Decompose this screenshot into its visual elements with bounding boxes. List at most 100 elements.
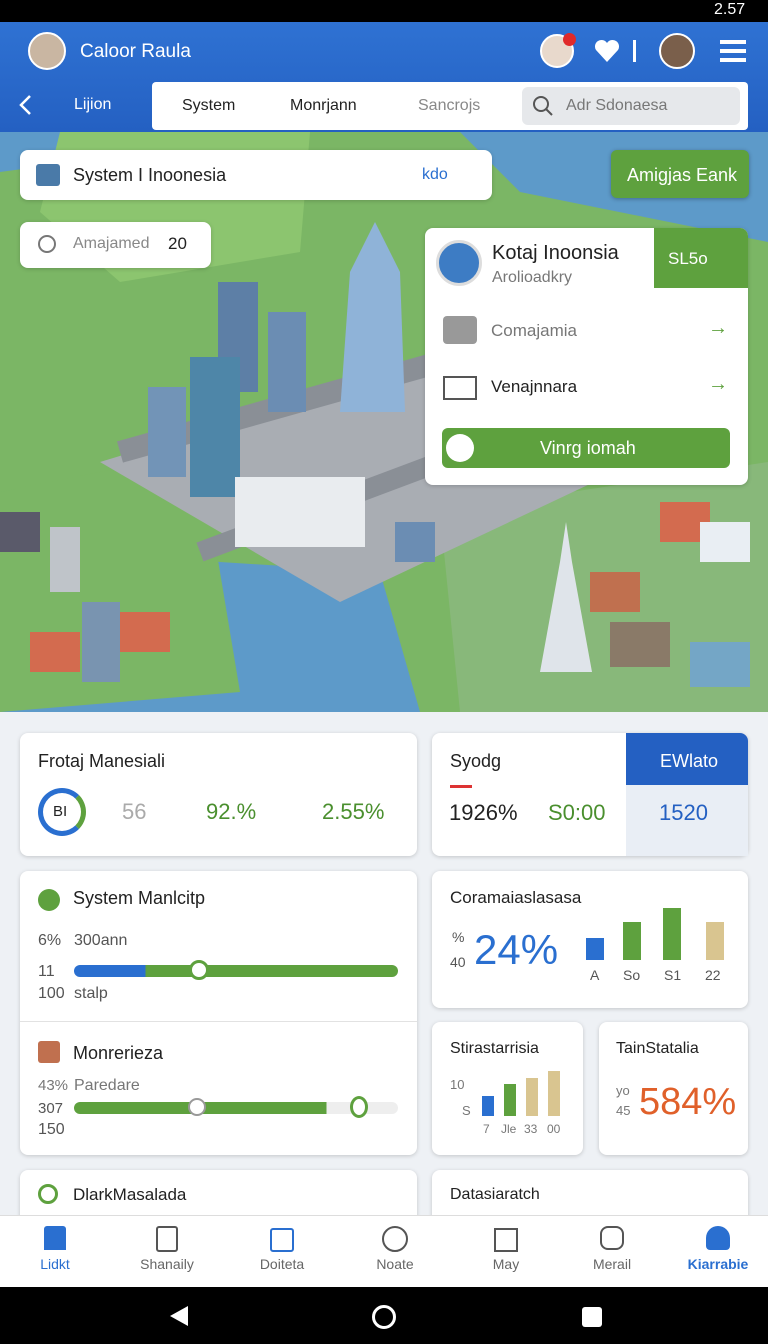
label: Paredare: [74, 1077, 140, 1094]
action-icon: [446, 434, 474, 462]
info-action-label[interactable]: Vinrg iomah: [540, 438, 636, 458]
mini-bar: [663, 908, 681, 960]
mail-icon: [443, 316, 477, 344]
nav-icon[interactable]: [270, 1228, 294, 1252]
label: 45: [616, 1103, 631, 1118]
bar-label: A: [590, 967, 600, 983]
mini-bar: [482, 1096, 494, 1116]
back-label[interactable]: Lijion: [74, 96, 112, 113]
tab[interactable]: System: [182, 97, 236, 114]
label: 300ann: [74, 932, 128, 949]
label: 150: [38, 1121, 65, 1138]
stat-value: 56: [122, 799, 147, 824]
card-title: DlarkMasalada: [73, 1185, 187, 1204]
label: 307: [38, 1100, 64, 1117]
nav-label[interactable]: Noate: [376, 1256, 414, 1272]
tab-label[interactable]: EWlato: [660, 751, 719, 771]
card-title: Coramaiaslasasa: [450, 888, 582, 907]
stat-value: 1926%: [449, 800, 518, 825]
nav-icon[interactable]: [44, 1226, 66, 1250]
label: 10: [450, 1077, 465, 1092]
summary-tab[interactable]: [626, 733, 748, 785]
nav-label[interactable]: Kiarrabie: [687, 1256, 749, 1272]
slider-track: [74, 965, 398, 977]
top-button-label[interactable]: Amigjas Eank: [627, 165, 738, 185]
map-search-card[interactable]: [20, 150, 492, 200]
divider: [20, 1021, 417, 1022]
summary-tab-body: [626, 785, 748, 856]
map-search-title: System I Inoonesia: [73, 165, 227, 185]
bar-label: Jle: [501, 1122, 517, 1136]
nav-label[interactable]: Shanaily: [140, 1256, 194, 1272]
chat-icon: [38, 889, 60, 911]
label: S: [462, 1103, 471, 1118]
label: stalp: [74, 985, 108, 1002]
recents-button[interactable]: [582, 1307, 602, 1327]
card-title: TainStatalia: [616, 1040, 699, 1057]
nav-label[interactable]: Merail: [592, 1256, 632, 1272]
nav-icon[interactable]: [494, 1228, 518, 1252]
user-name: Caloor Raula: [80, 41, 191, 62]
info-button[interactable]: [654, 228, 748, 288]
big-value: 24%: [474, 926, 559, 973]
back-arrow[interactable]: [18, 94, 34, 116]
info-item[interactable]: Comajamia: [491, 321, 577, 340]
menu-icon[interactable]: [720, 40, 746, 62]
label: yo: [616, 1083, 630, 1098]
bar-label: So: [623, 967, 641, 983]
mini-bar: [706, 922, 724, 960]
slider-track: [74, 1102, 398, 1114]
label: 40: [450, 954, 466, 970]
mini-bar: [504, 1084, 516, 1116]
chart-icon: [443, 376, 477, 400]
nav-label[interactable]: Lidkt: [40, 1256, 70, 1272]
card-title: System Manlcitp: [73, 888, 206, 908]
back-button[interactable]: [168, 1304, 190, 1328]
nav-icon[interactable]: [156, 1226, 178, 1252]
badge: [563, 33, 576, 46]
search-icon: [533, 96, 553, 116]
mini-bar: [586, 938, 604, 960]
nav-label[interactable]: May: [492, 1256, 520, 1272]
arrow[interactable]: →: [708, 317, 728, 339]
avatar[interactable]: [28, 32, 66, 70]
info-item[interactable]: Venajnnara: [491, 377, 578, 396]
nav-label[interactable]: Doiteta: [259, 1256, 305, 1272]
home-button[interactable]: [372, 1305, 396, 1329]
label: 43%: [38, 1077, 69, 1094]
profile-icon[interactable]: [659, 33, 695, 69]
overview-card: [20, 733, 417, 856]
chat-icon: [38, 235, 56, 253]
bar-label: 33: [524, 1122, 538, 1136]
bar-label: 00: [547, 1122, 561, 1136]
nav-icon[interactable]: [382, 1226, 408, 1252]
stat-value: 92.%: [206, 799, 257, 824]
status-icon: [38, 1184, 58, 1204]
mini-bar: [548, 1071, 560, 1116]
top-button[interactable]: [611, 150, 749, 198]
bottom-nav: [0, 1215, 768, 1287]
nav-icon[interactable]: [706, 1226, 730, 1250]
slider-thumb[interactable]: [188, 1098, 206, 1116]
info-subtitle: Arolioadkry: [492, 269, 573, 286]
tab[interactable]: Sancrojs: [418, 97, 481, 114]
search-box[interactable]: [522, 87, 740, 125]
nav-icon[interactable]: [600, 1226, 624, 1250]
info-button-label[interactable]: SL5o: [668, 249, 708, 268]
heart-icon[interactable]: [594, 38, 620, 64]
badge-label: BI: [53, 803, 68, 820]
map-search-action[interactable]: kdo: [422, 166, 448, 183]
arrow[interactable]: →: [708, 373, 728, 395]
card-title: Stirastarrisia: [450, 1040, 539, 1057]
building-icon: [36, 164, 60, 186]
tab[interactable]: Monrjann: [290, 97, 357, 114]
card-title: Datasiaratch: [450, 1186, 540, 1203]
tab-value: 1520: [659, 800, 708, 825]
label: 6%: [38, 932, 62, 949]
slider-thumb[interactable]: [350, 1096, 368, 1118]
store-icon: [38, 1041, 60, 1063]
slider-thumb[interactable]: [189, 960, 209, 980]
status-time: 2.57: [714, 1, 746, 18]
info-action[interactable]: [442, 428, 730, 468]
search-placeholder: Adr Sdonaesa: [566, 97, 668, 114]
